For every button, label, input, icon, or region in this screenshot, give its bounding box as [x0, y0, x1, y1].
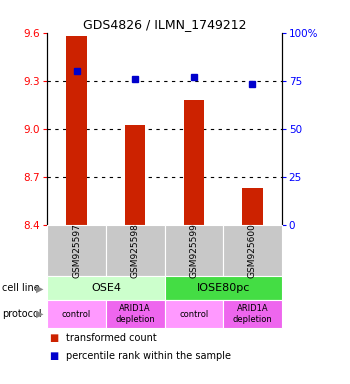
Text: ▶: ▶ — [36, 309, 44, 319]
Text: percentile rank within the sample: percentile rank within the sample — [66, 351, 231, 361]
Text: ARID1A
depletion: ARID1A depletion — [115, 305, 155, 324]
Text: OSE4: OSE4 — [91, 283, 121, 293]
Bar — [242, 188, 263, 225]
Text: GSM925597: GSM925597 — [72, 223, 81, 278]
Text: IOSE80pc: IOSE80pc — [196, 283, 250, 293]
Text: transformed count: transformed count — [66, 333, 156, 343]
Bar — [66, 36, 87, 225]
Text: control: control — [62, 310, 91, 319]
Bar — [125, 126, 146, 225]
Text: protocol: protocol — [2, 309, 41, 319]
Text: control: control — [179, 310, 209, 319]
Text: ■: ■ — [49, 333, 58, 343]
Text: ■: ■ — [49, 351, 58, 361]
Text: ▶: ▶ — [36, 283, 44, 293]
Text: ARID1A
depletion: ARID1A depletion — [232, 305, 272, 324]
Text: cell line: cell line — [2, 283, 40, 293]
Bar — [183, 100, 204, 225]
Text: GSM925598: GSM925598 — [131, 223, 140, 278]
Text: GSM925600: GSM925600 — [248, 223, 257, 278]
Title: GDS4826 / ILMN_1749212: GDS4826 / ILMN_1749212 — [83, 18, 246, 31]
Text: GSM925599: GSM925599 — [189, 223, 198, 278]
